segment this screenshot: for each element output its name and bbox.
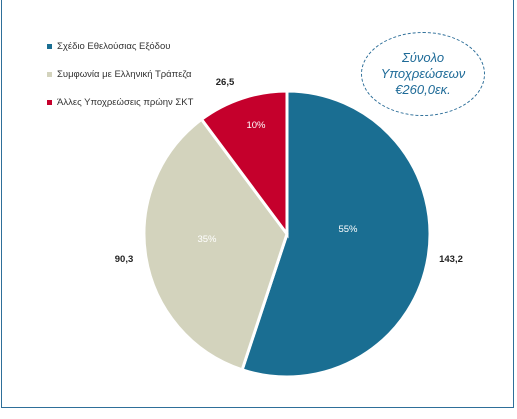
pie-slice: [142, 117, 289, 372]
legend-label: Σχέδιο Εθελούσιας Εξόδου: [57, 40, 171, 52]
legend-item: Συμφωνία με Ελληνική Τράπεζα: [47, 68, 193, 80]
legend-marker: [47, 71, 52, 77]
callout-line: €260,0εκ.: [395, 82, 451, 97]
slice-value-label: 26,5: [216, 77, 235, 88]
slice-percent-label: 10%: [246, 120, 266, 131]
slice-value-label: 90,3: [115, 254, 134, 265]
legend-marker: [47, 43, 52, 49]
callout-line: Σύνολο: [401, 50, 445, 65]
slice-percent-label: 55%: [338, 224, 358, 235]
legend-label: Συμφωνία με Ελληνική Τράπεζα: [57, 68, 192, 80]
slice-value-label: 143,2: [439, 254, 463, 265]
slice-percent-label: 35%: [197, 234, 217, 245]
pie-slice: [240, 89, 432, 379]
legend-item: Σχέδιο Εθελούσιας Εξόδου: [47, 40, 193, 52]
total-callout: Σύνολο Υποχρεώσεων €260,0εκ.: [361, 32, 485, 116]
legend-item: Άλλες Υποχρεώσεις πρώην ΣΚΤ: [47, 96, 193, 108]
pie-slice: [199, 89, 289, 239]
legend-marker: [47, 99, 52, 105]
legend-label: Άλλες Υποχρεώσεις πρώην ΣΚΤ: [57, 96, 194, 108]
callout-line: Υποχρεώσεων: [380, 66, 466, 81]
legend: Σχέδιο Εθελούσιας Εξόδου Συμφωνία με Ελλ…: [47, 40, 193, 124]
